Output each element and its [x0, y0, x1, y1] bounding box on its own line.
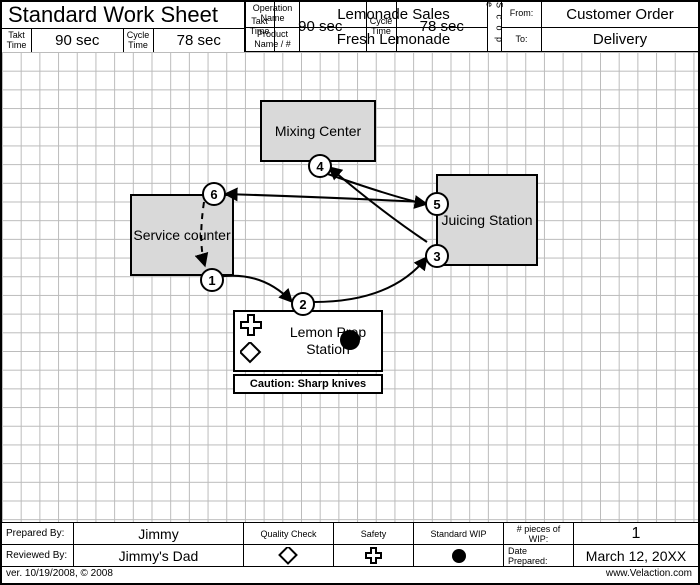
diagram-grid: Service counter Mixing Center Juicing St…	[2, 52, 698, 522]
date-label: Date Prepared:	[504, 545, 574, 566]
standard-work-sheet: Standard Work Sheet Takt Time 90 sec Cyc…	[0, 0, 700, 585]
legend-safety: Safety	[334, 523, 414, 544]
node-2: 2	[291, 292, 315, 316]
node-6: 6	[202, 182, 226, 206]
reviewed-value: Jimmy's Dad	[74, 545, 244, 566]
op-value: Lemonade Sales	[300, 2, 487, 27]
node-5: 5	[425, 192, 449, 216]
quality-icon	[240, 342, 262, 364]
prod-value: Fresh Lemonade	[300, 28, 487, 53]
pieces-value: 1	[574, 523, 698, 544]
legend-wip: Standard WIP	[414, 523, 504, 544]
to-value: Delivery	[542, 28, 698, 53]
to-label: To:	[502, 28, 542, 53]
scope-label: S c o p e	[488, 2, 502, 52]
footer: Prepared By: Jimmy Quality Check Safety …	[2, 522, 698, 583]
wip-icon	[340, 330, 360, 350]
station-juicing: Juicing Station	[436, 174, 538, 266]
sheet-title: Standard Work Sheet	[2, 2, 244, 29]
legend-quality: Quality Check	[244, 523, 334, 544]
site-text: www.Velaction.com	[600, 567, 698, 583]
wip-legend-icon	[414, 545, 504, 566]
safety-legend-icon	[334, 545, 414, 566]
date-value: March 12, 20XX	[574, 545, 698, 566]
safety-icon	[240, 314, 262, 336]
pieces-label: # pieces of WIP:	[504, 523, 574, 544]
reviewed-label: Reviewed By:	[2, 545, 74, 566]
prepared-label: Prepared By:	[2, 523, 74, 544]
prepared-value: Jimmy	[74, 523, 244, 544]
version-text: ver. 10/19/2008, © 2008	[2, 567, 600, 583]
op-label: Operation Name	[246, 2, 300, 27]
caution-text: Caution: Sharp knives	[233, 374, 383, 394]
station-mixing: Mixing Center	[260, 100, 376, 162]
station-service: Service counter	[130, 194, 234, 276]
node-4: 4	[308, 154, 332, 178]
quality-legend-icon	[244, 545, 334, 566]
from-value: Customer Order	[542, 2, 698, 27]
prod-label: Product Name / #	[246, 28, 300, 53]
node-3: 3	[425, 244, 449, 268]
node-1: 1	[200, 268, 224, 292]
from-label: From:	[502, 2, 542, 27]
